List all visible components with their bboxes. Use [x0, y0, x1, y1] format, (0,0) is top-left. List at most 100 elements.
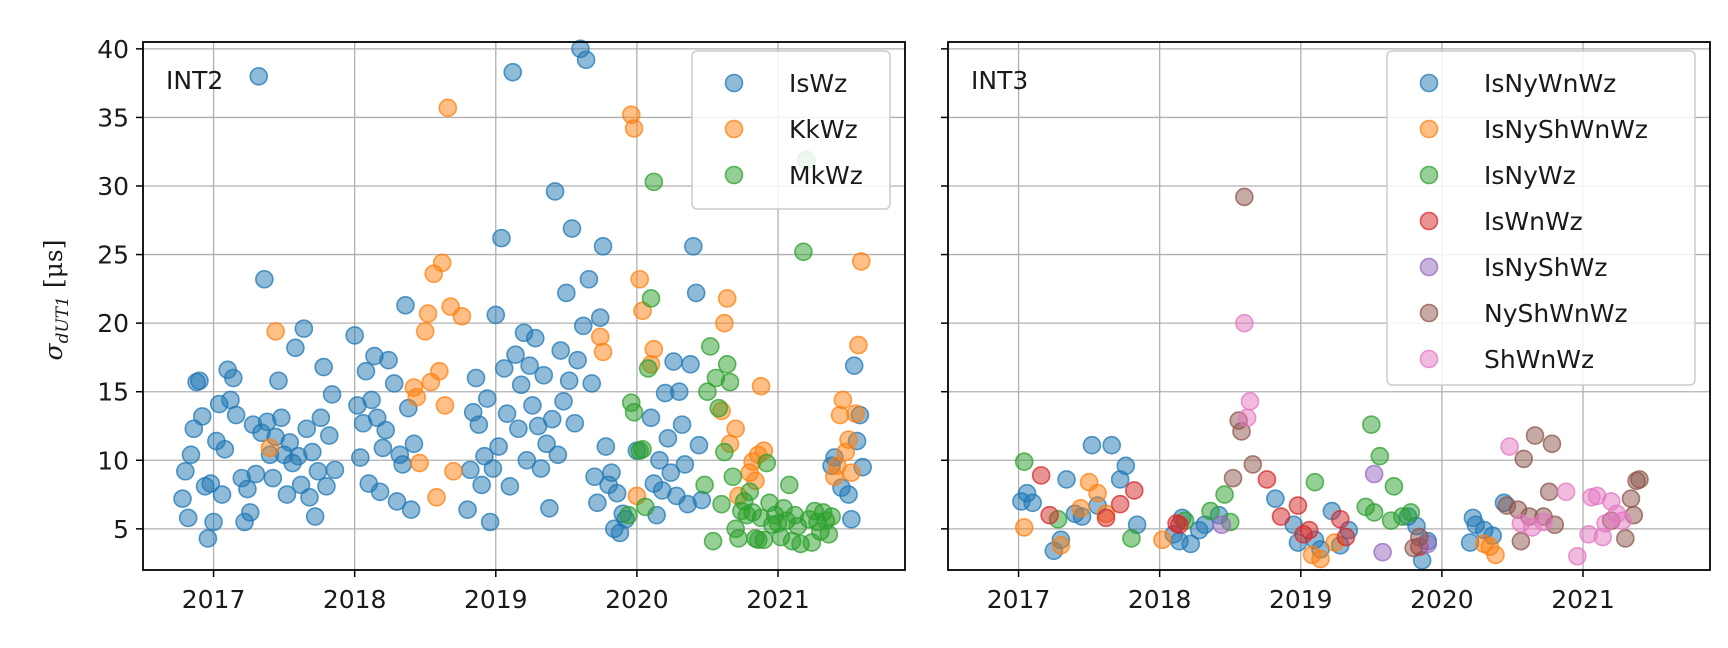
data-point-iswnwz: [1271, 507, 1291, 526]
legend-marker-isnyshwnwz: [1419, 119, 1439, 139]
data-point-iswnwz: [1288, 496, 1308, 515]
data-point-kkwz: [415, 322, 435, 341]
data-point-iswz: [641, 408, 661, 428]
data-point-iswz: [396, 296, 415, 315]
data-point-iswz: [664, 352, 683, 371]
data-point-nyshwnwz: [1511, 531, 1531, 551]
data-point-mkwz: [757, 453, 777, 473]
data-point-iswz: [308, 461, 328, 481]
data-point-mkwz: [822, 507, 841, 526]
data-point-isnywnwz: [1102, 435, 1121, 455]
legend-marker-isnywz: [1419, 165, 1439, 185]
data-point-iswz: [277, 485, 297, 504]
data-point-iswz: [269, 371, 288, 391]
data-point-iswz: [362, 390, 381, 410]
y-tick-label: 35: [97, 103, 129, 132]
data-point-iswz: [686, 283, 706, 303]
data-point-isnywz: [1215, 485, 1234, 504]
data-point-iswz: [201, 474, 221, 493]
data-point-iswz: [300, 488, 319, 507]
data-point-kkwz: [839, 430, 858, 450]
data-point-iswz: [551, 341, 570, 360]
data-point-iswz: [305, 507, 325, 526]
data-point-iswz: [486, 305, 506, 325]
data-point-kkwz: [427, 488, 446, 507]
data-point-iswz: [675, 455, 695, 474]
data-point-isnywz: [1305, 472, 1325, 492]
data-point-iswz: [461, 460, 480, 480]
data-point-iswz: [681, 354, 700, 374]
data-point-iswz: [204, 512, 223, 532]
data-point-iswz: [661, 463, 681, 482]
data-point-mkwz: [633, 440, 652, 459]
data-point-iswz: [472, 475, 491, 495]
data-point-isnywnwz: [1266, 489, 1285, 508]
legend: IsWz KkWz MkWz: [691, 50, 891, 210]
data-point-iswz: [325, 460, 345, 480]
data-point-iswz: [506, 345, 525, 364]
data-point-iswz: [684, 237, 703, 256]
data-point-iswz: [198, 529, 218, 548]
data-point-iswz: [311, 408, 331, 428]
data-point-iswz: [356, 361, 376, 381]
data-point-iswz: [525, 328, 545, 348]
legend-label-iswz: IsWz: [789, 69, 847, 98]
data-point-iswz: [497, 404, 517, 423]
data-point-isnyshwz: [1364, 464, 1384, 484]
data-point-kkwz: [846, 404, 865, 423]
data-point-iswz: [181, 445, 201, 465]
data-point-iswz: [322, 385, 342, 404]
data-point-iswz: [557, 283, 576, 303]
data-point-iswz: [669, 382, 689, 402]
data-point-mkwz: [641, 289, 661, 308]
data-point-kkwz: [717, 289, 737, 308]
data-point-mkwz: [715, 442, 734, 462]
data-point-shwnwz: [1534, 512, 1553, 532]
data-point-iswz: [489, 437, 508, 456]
data-point-kkwz: [444, 461, 463, 481]
data-point-kkwz: [430, 361, 449, 381]
data-point-isnyshwnwz: [1311, 549, 1330, 569]
data-point-mkwz: [644, 172, 664, 192]
data-point-isnyshwnwz: [1088, 483, 1107, 503]
data-point-kkwz: [842, 463, 861, 482]
data-point-iswz: [607, 483, 627, 503]
data-point-iswz: [483, 459, 503, 478]
data-point-iswz: [246, 464, 266, 484]
axes-frame: [947, 41, 1711, 571]
x-tick-label: 2017: [987, 585, 1051, 614]
data-point-mkwz: [624, 402, 644, 422]
data-point-mkwz: [720, 372, 740, 392]
x-tick-label: 2020: [1410, 585, 1474, 614]
data-point-iswnwz: [1299, 520, 1319, 540]
data-point-iswz: [224, 368, 243, 388]
data-point-nyshwnwz: [1621, 489, 1641, 508]
data-point-iswz: [540, 498, 559, 518]
data-point-kkwz: [590, 327, 610, 347]
data-point-iswz: [466, 368, 486, 388]
data-point-iswz: [173, 489, 192, 508]
legend-box: [1386, 50, 1696, 386]
x-tick-label: 2017: [182, 585, 246, 614]
data-point-mkwz: [695, 475, 714, 495]
data-point-kkwz: [830, 405, 850, 425]
data-point-isnywnwz: [1023, 493, 1042, 513]
legend-label-kkwz: KkWz: [789, 115, 858, 144]
y-tick-label: 20: [97, 309, 129, 338]
data-point-shwnwz: [1556, 482, 1576, 502]
data-point-kkwz: [410, 453, 429, 473]
legend-marker-mkwz: [724, 165, 744, 185]
y-tick-label: 15: [97, 378, 129, 407]
data-point-iswz: [534, 365, 554, 385]
data-point-iswz: [294, 319, 314, 338]
legend-label-isnyshwz: IsNyShWz: [1484, 253, 1607, 282]
y-axis-label: σdUT1 [μs]: [39, 240, 73, 361]
data-point-iswz: [650, 450, 669, 470]
x-tick-label: 2021: [746, 585, 810, 614]
y-tick-label: 10: [97, 446, 129, 475]
data-point-nyshwnwz: [1243, 455, 1263, 474]
data-point-mkwz: [717, 354, 737, 374]
data-point-iswz: [503, 62, 523, 82]
data-point-mkwz: [709, 398, 729, 418]
data-point-iswz: [531, 459, 551, 478]
